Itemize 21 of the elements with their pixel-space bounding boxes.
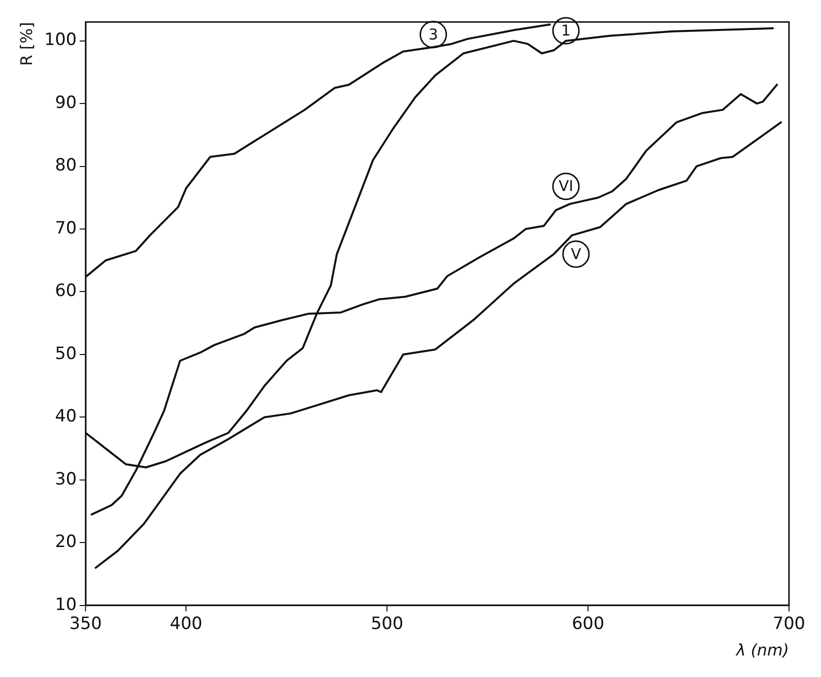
y-axis-title: R [%]: [16, 22, 36, 66]
y-tick-label: 60: [55, 281, 77, 302]
annotation: V: [570, 244, 582, 263]
y-tick-label: 20: [55, 532, 77, 552]
annotation: 1: [561, 22, 571, 40]
y-tick-label: 100: [44, 30, 77, 50]
x-tick-label: 350: [69, 614, 102, 634]
y-tick-label: 10: [55, 594, 77, 615]
y-tick-label: 90: [55, 92, 77, 113]
annotation: VI: [558, 177, 574, 196]
x-tick-label: 400: [170, 614, 202, 634]
y-tick-label: 80: [55, 156, 77, 176]
y-tick-label: 70: [55, 218, 77, 238]
annotation: 3: [428, 25, 438, 44]
y-tick-label: 40: [55, 406, 77, 427]
x-tick-label: 600: [572, 614, 604, 634]
x-tick-label: 500: [370, 614, 404, 634]
y-tick-label: 50: [55, 344, 77, 364]
x-axis-title: λ (nm): [735, 640, 789, 660]
y-tick-label: 30: [55, 469, 77, 490]
x-tick-label: 700: [772, 614, 806, 634]
